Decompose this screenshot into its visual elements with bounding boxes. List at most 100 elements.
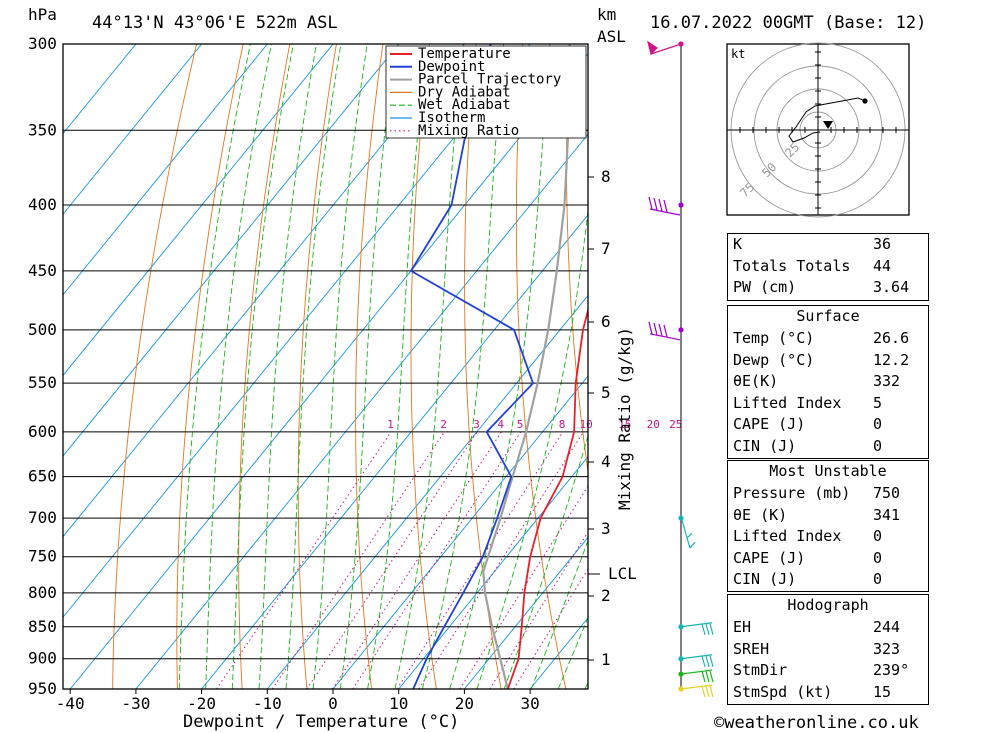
index-label: EH [733,618,752,636]
index-row: CAPE (J) 0 [728,414,928,435]
index-value: 0 [873,436,883,455]
index-value: 750 [873,484,901,502]
dry-adiabat-line [410,44,437,689]
mixing-ratio-label: 5 [517,418,524,431]
x-tick-label: 10 [389,694,408,713]
wind-level-dot [678,515,684,521]
index-label: Lifted Index [733,393,842,412]
pressure-tick-label: 500 [28,320,57,339]
index-row: CIN (J) 0 [728,436,928,457]
hodograph-panel: Hodograph EH 244 SREH 323 StmDir 239° StmSpd (k… [727,594,929,705]
index-label: θE (K) [733,505,788,524]
x-tick-label: -10 [253,694,282,713]
index-value: 244 [873,618,901,636]
pressure-tick-label: 850 [28,617,57,636]
index-row: θE (K) 341 [728,505,928,526]
mixing-ratio-label: 10 [580,418,593,431]
wet-adiabat-line [339,44,397,689]
index-row: PW (cm) 3.64 [728,277,928,298]
index-row: StmSpd (kt) 15 [728,682,928,703]
legend-label: Parcel Trajectory [418,72,561,88]
index-row: Temp (°C) 26.6 [728,328,928,349]
index-label: Temp (°C) [733,329,815,347]
index-label: CIN (J) [733,436,797,455]
x-tick-label: 0 [328,694,338,713]
wet-adiabat-line [205,44,272,689]
index-row: EH 244 [728,617,928,638]
legend-label: Mixing Ratio [418,123,519,139]
dry-adiabat-line [355,44,384,689]
isotherm-line [63,44,400,457]
wind-barbs [647,40,714,698]
km-tick-label: 1 [601,650,611,669]
pressure-tick-label: 450 [28,261,57,280]
station-location: 44°13'N 43°06'E 522m ASL [92,13,338,33]
wet-adiabat-line [557,616,588,689]
mixing-ratio-label: 4 [497,418,504,431]
index-row: CAPE (J) 0 [728,548,928,569]
wind-barb [648,321,681,341]
index-row: Dewp (°C) 12.2 [728,350,928,371]
panel-hodo-title: Hodograph [787,596,869,614]
index-value: 0 [873,527,883,545]
km-tick-label: 2 [601,586,611,605]
mixing-ratio-line [489,531,588,689]
index-row: Lifted Index 0 [728,526,928,547]
legend-label: Dry Adiabat [418,84,511,100]
km-unit-label: km [597,5,616,24]
index-label: StmDir [733,661,788,679]
pressure-tick-label: 300 [28,34,57,53]
wet-adiabat-line [285,44,342,689]
isotherm-line [69,52,588,689]
dewpoint-line [410,44,534,689]
wet-adiabat-line [178,44,251,689]
wind-level-dot [678,327,684,333]
panel-surface-title: Surface [796,307,860,325]
wind-level-dot [678,671,684,677]
x-tick-label: 20 [455,694,474,713]
pressure-tick-label: 600 [28,422,57,441]
dry-adiabat-line [464,44,502,689]
index-label: Lifted Index [733,527,842,545]
mixing-ratio-line [459,485,588,689]
wind-barb [680,669,714,683]
x-tick-label: -40 [56,694,85,713]
km-tick-label: 7 [601,239,611,258]
mixing-ratio-label: 20 [647,418,660,431]
plot-frame [62,43,589,690]
index-row: CIN (J) 0 [728,569,928,590]
wind-barb [648,196,681,216]
isotherm-line [135,133,588,689]
legend-box [385,45,587,139]
mixing-ratio-line [418,431,584,689]
run-datetime: 16.07.2022 00GMT (Base: 12) [650,13,926,33]
index-row: Totals Totals 44 [728,256,928,277]
index-value: 332 [873,372,901,390]
x-axis-label: Dewpoint / Temperature (°C) [183,712,459,732]
index-value: 0 [873,548,883,567]
indices-top-panel: K 36 Totals Totals 44 PW (cm) 3.64 [727,233,929,301]
index-value: 5 [873,393,883,412]
isotherm-line [63,44,203,215]
dry-adiabat-line [297,44,337,689]
pressure-tick-label: 400 [28,195,57,214]
wind-barb [680,684,714,698]
index-label: StmSpd (kt) [733,682,833,701]
wind-barb [681,519,696,549]
index-value: 341 [873,505,901,524]
index-label: CAPE (J) [733,415,806,433]
pressure-tick-label: 700 [28,508,57,527]
index-value: 323 [873,639,901,658]
mixing-ratio-line [271,431,445,689]
index-label: θE(K) [733,372,779,390]
x-tick-label: -20 [187,694,216,713]
km-tick-label: 3 [601,519,611,538]
mixing-ratio-label: 15 [618,418,631,431]
index-row: SREH 323 [728,639,928,660]
index-value: 0 [873,415,883,433]
km-tick-label: 4 [601,452,611,471]
index-label: Totals Totals [733,256,851,275]
pressure-tick-label: 900 [28,649,57,668]
